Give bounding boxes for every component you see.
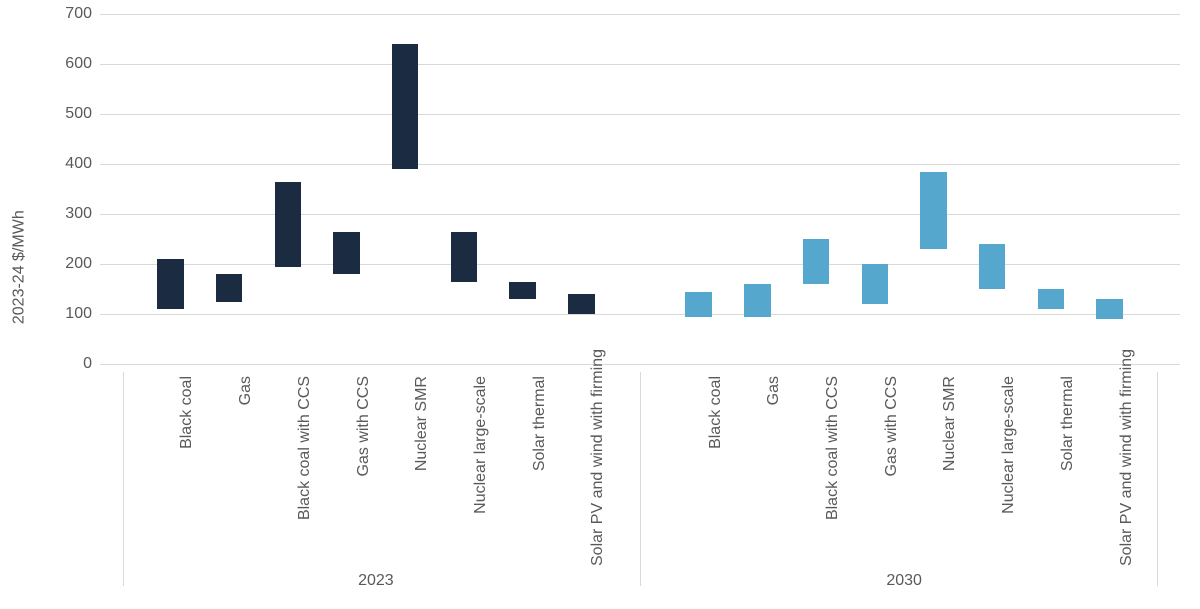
group-border xyxy=(640,372,641,586)
x-category-label: Gas xyxy=(237,376,255,566)
range-bar xyxy=(451,232,477,282)
range-bar xyxy=(275,182,301,267)
range-bar xyxy=(509,282,535,300)
y-tick-label: 100 xyxy=(65,305,100,323)
x-category-label: Solar thermal xyxy=(531,376,549,566)
plot-area: 0100200300400500600700Black coalGasBlack… xyxy=(100,14,1180,364)
y-tick-label: 300 xyxy=(65,205,100,223)
range-bar xyxy=(333,232,359,275)
y-tick-label: 400 xyxy=(65,155,100,173)
x-category-label: Gas with CCS xyxy=(355,376,373,566)
x-category-label: Nuclear large-scale xyxy=(1000,376,1018,566)
gridline xyxy=(100,64,1180,65)
x-category-label: Black coal with CCS xyxy=(824,376,842,566)
x-category-label: Black coal with CCS xyxy=(296,376,314,566)
range-bar xyxy=(568,294,594,314)
range-bar xyxy=(744,284,770,317)
range-bar xyxy=(392,44,418,169)
gridline xyxy=(100,264,1180,265)
gridline xyxy=(100,114,1180,115)
y-tick-label: 500 xyxy=(65,105,100,123)
y-tick-label: 0 xyxy=(83,355,100,373)
range-bar xyxy=(685,292,711,317)
x-group-label: 2023 xyxy=(316,572,436,590)
x-category-label: Black coal xyxy=(707,376,725,566)
x-category-label: Black coal xyxy=(178,376,196,566)
group-border xyxy=(1157,372,1158,586)
y-axis-label: 2023-24 $/MWh xyxy=(10,210,28,324)
y-tick-label: 600 xyxy=(65,55,100,73)
range-bar xyxy=(216,274,242,302)
range-bar xyxy=(862,264,888,304)
x-category-label: Gas xyxy=(765,376,783,566)
x-category-label: Solar PV and wind with firming xyxy=(589,376,607,566)
x-category-label: Nuclear large-scale xyxy=(472,376,490,566)
range-bar xyxy=(920,172,946,250)
gridline xyxy=(100,164,1180,165)
x-category-label: Gas with CCS xyxy=(883,376,901,566)
gridline xyxy=(100,364,1180,365)
x-category-label: Solar PV and wind with firming xyxy=(1118,376,1136,566)
range-bar xyxy=(1096,299,1122,319)
x-category-label: Solar thermal xyxy=(1059,376,1077,566)
lcoe-range-chart: 2023-24 $/MWh 0100200300400500600700Blac… xyxy=(0,0,1200,609)
range-bar xyxy=(1038,289,1064,309)
y-tick-label: 200 xyxy=(65,255,100,273)
gridline xyxy=(100,14,1180,15)
x-group-label: 2030 xyxy=(844,572,964,590)
range-bar xyxy=(803,239,829,284)
group-border xyxy=(123,372,124,586)
gridline xyxy=(100,314,1180,315)
range-bar xyxy=(157,259,183,309)
x-category-label: Nuclear SMR xyxy=(941,376,959,566)
range-bar xyxy=(979,244,1005,289)
x-category-label: Nuclear SMR xyxy=(413,376,431,566)
y-tick-label: 700 xyxy=(65,5,100,23)
gridline xyxy=(100,214,1180,215)
